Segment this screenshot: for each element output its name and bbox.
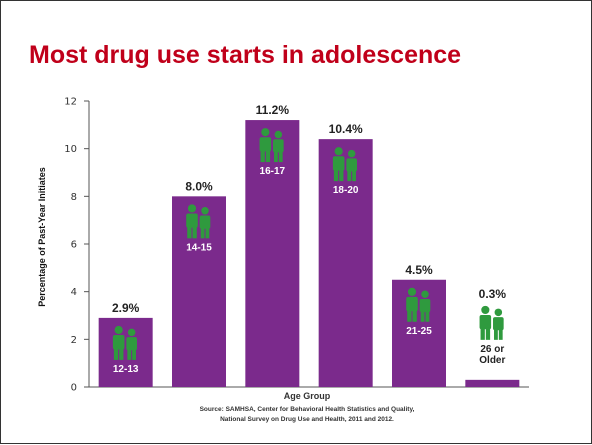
- source-line-2: National Survey on Drug Use and Health, …: [220, 416, 394, 423]
- bar-value-label: 11.2%: [256, 103, 290, 117]
- person-icon: [332, 147, 345, 182]
- source-line-1: Source: SAMHSA, Center for Behavioral He…: [200, 406, 415, 413]
- category-label: 26 or: [480, 344, 504, 355]
- bar-16-17: [245, 120, 300, 388]
- bar-value-label: 2.9%: [112, 301, 140, 315]
- category-label: 18-20: [333, 185, 359, 196]
- category-label: 12-13: [113, 364, 139, 375]
- y-tick-label: 12: [64, 97, 77, 108]
- person-icon: [126, 328, 137, 360]
- bar-18-20: [318, 139, 373, 387]
- person-icon: [493, 308, 504, 340]
- person-icon: [419, 290, 431, 322]
- y-tick-label: 6: [71, 240, 77, 251]
- y-tick-label: 0: [71, 383, 77, 394]
- category-label-line2: Older: [479, 355, 505, 366]
- person-icon: [199, 207, 211, 239]
- x-axis-label: Age Group: [284, 391, 331, 401]
- slide-title: Most drug use starts in adolescence: [29, 41, 462, 69]
- y-axis-label: Percentage of Past-Year Initiates: [37, 167, 47, 307]
- person-icon: [346, 149, 357, 182]
- bar-21-25: [392, 279, 446, 387]
- category-label: 16-17: [260, 166, 286, 177]
- bar-value-label: 0.3%: [479, 287, 507, 301]
- y-tick-label: 2: [71, 335, 77, 346]
- category-label: 21-25: [406, 326, 432, 337]
- person-icon: [406, 287, 418, 322]
- category-label: 14-15: [186, 242, 212, 253]
- bar-12-13: [98, 317, 153, 387]
- y-tick-label: 4: [71, 287, 77, 298]
- person-icon: [186, 204, 198, 239]
- y-tick-label: 10: [64, 144, 77, 155]
- y-tick-label: 8: [71, 192, 77, 203]
- person-icon: [479, 305, 492, 340]
- person-icon: [273, 130, 284, 163]
- bar-value-label: 10.4%: [329, 122, 363, 136]
- bar-14-15: [172, 196, 226, 387]
- person-icon: [259, 128, 272, 163]
- bar-26 or Older: [465, 379, 520, 387]
- person-icon: [112, 325, 125, 360]
- bar-value-label: 8.0%: [185, 179, 213, 193]
- bar-value-label: 4.5%: [405, 263, 433, 277]
